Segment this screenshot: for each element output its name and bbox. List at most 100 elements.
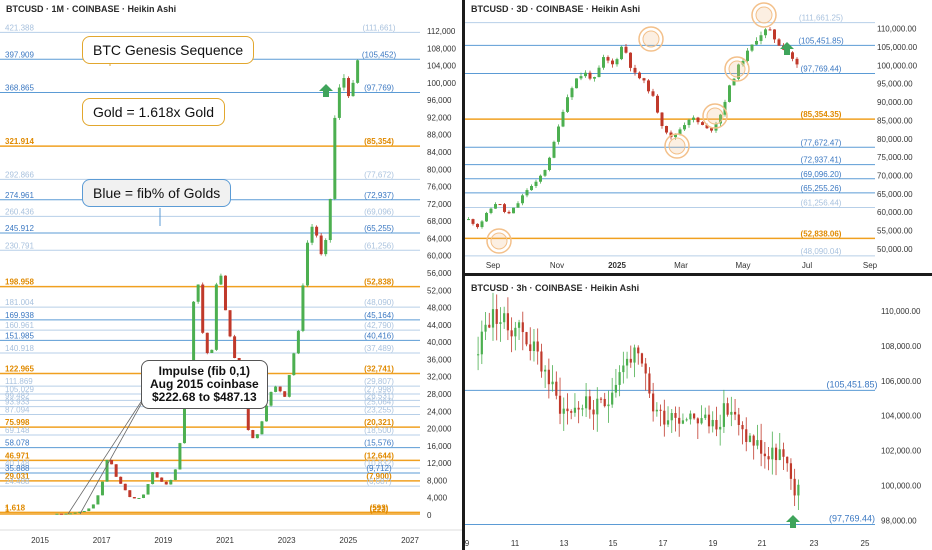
threeday-chart[interactable]: 50,000.00 55,000.00 60,000.00 65,000.00 70,0… [465,0,932,273]
threehour-chart-panel[interactable]: 98,000.00 100,000.00 102,000.00 104,000.00 1… [465,276,932,550]
threeday-y-tick-label: 75,000.00 [877,153,913,162]
monthly-candle [246,405,250,431]
threehour-candle [693,413,696,419]
threeday-y-tick-label: 100,000.00 [877,61,918,70]
threeday-candle [674,134,677,138]
threehour-candle [719,426,722,430]
threeday-y-tick-label: 55,000.00 [877,226,913,235]
threeday-candle [705,124,709,129]
threeday-candle [777,39,781,46]
threeday-candle [759,35,763,41]
monthly-y-tick-label: 60,000 [427,252,452,261]
monthly-level-fib: 99.482 [5,391,30,400]
monthly-y-tick-label: 32,000 [427,373,452,382]
threehour-x-tick-label: 9 [465,539,470,548]
monthly-candle [356,60,360,83]
monthly-x-tick-label: 2025 [339,536,357,545]
impulse-line-1: Impulse (fib 0,1) [158,364,251,378]
monthly-y-tick-label: 16,000 [427,442,452,451]
threehour-level-price: (105,451.85) [826,379,877,389]
threeday-candle [710,128,713,131]
threehour-candle [480,331,483,355]
monthly-candle [205,332,209,353]
monthly-candle [59,513,63,515]
threeday-candle [714,123,718,131]
horizontal-divider[interactable] [465,273,932,276]
threehour-candle [536,341,539,352]
threehour-candle [771,447,774,460]
threeday-x-tick-label: Mar [674,261,688,270]
threeday-candle [638,72,641,79]
threehour-x-tick-label: 21 [758,539,767,548]
threeday-pivot-ring-inner [728,60,746,78]
monthly-candle [260,421,264,435]
threehour-candle [681,420,685,424]
threehour-candle [741,425,744,430]
monthly-level-fib: 397.909 [5,50,34,59]
threehour-candle [737,414,740,426]
monthly-level-fib: 274.961 [5,191,34,200]
threeday-y-tick-label: 95,000.00 [877,80,913,89]
threehour-chart[interactable]: 98,000.00 100,000.00 102,000.00 104,000.00 1… [465,276,932,550]
threeday-candle [795,58,799,65]
threehour-candle [715,419,718,430]
threehour-candle [551,381,554,385]
monthly-candle [351,82,355,97]
threehour-candle [700,418,703,424]
threeday-chart-panel[interactable]: 50,000.00 55,000.00 60,000.00 65,000.00 70,0… [465,0,932,273]
threehour-candle [510,330,513,337]
threeday-candle [566,97,569,112]
monthly-level-fib: 40.148 [5,459,30,468]
monthly-candle [255,434,259,439]
threehour-candle [517,322,521,328]
monthly-candle [182,406,186,444]
monthly-level-fib: 198.958 [5,278,34,287]
threeday-candle [647,80,650,92]
monthly-candle [141,494,145,498]
threeday-x-tick-label: Jul [802,261,812,270]
threehour-candle [506,313,509,331]
threeday-level-price: (69,096.20) [801,170,842,179]
threeday-up-arrow [780,42,794,55]
threehour-candle [670,413,673,421]
monthly-level-price: (77,672) [364,170,394,179]
threeday-candle [593,77,596,79]
monthly-candle [196,284,200,302]
vertical-divider[interactable] [462,0,465,550]
threehour-candle [722,403,725,427]
threeday-candle [471,219,475,224]
threehour-x-tick-label: 23 [810,539,819,548]
monthly-y-tick-label: 76,000 [427,183,452,192]
threehour-candle [689,413,692,420]
threeday-candle [768,29,772,31]
monthly-level-price: (85,354) [364,137,394,146]
threehour-candle [540,351,543,372]
monthly-level-price: (32,741) [364,365,394,374]
monthly-chart-panel[interactable]: 0 4,000 8,000 12,000 16,000 20,000 24,000 28,00… [0,0,462,550]
monthly-level-fib: 122.965 [5,365,34,374]
monthly-level-price: (52,838) [364,278,394,287]
monthly-chart[interactable]: 0 4,000 8,000 12,000 16,000 20,000 24,000 28,00… [0,0,462,550]
monthly-candle [223,275,227,311]
threehour-up-arrow [786,515,800,528]
monthly-level-fib: 75.998 [5,418,30,427]
monthly-candle [178,443,182,470]
monthly-y-tick-label: 100,000 [427,79,456,88]
threeday-candle [539,175,542,182]
monthly-level-price: (40,416) [364,331,394,340]
threeday-candle [678,129,682,135]
threeday-level-price: (111,661.25) [799,14,844,23]
threehour-y-tick-label: 106,000.00 [881,377,922,386]
monthly-candle [128,490,132,498]
threehour-candle [745,429,748,442]
threehour-candle [625,358,629,366]
threeday-candle [516,203,520,208]
monthly-candle [228,310,232,337]
gold-callout: Gold = 1.618x Gold [82,98,226,126]
monthly-candle [278,386,282,392]
monthly-candle [305,242,309,286]
threeday-candle [503,204,506,212]
threehour-candle [748,435,752,442]
threehour-candle [711,419,714,427]
threeday-candle [584,72,587,77]
